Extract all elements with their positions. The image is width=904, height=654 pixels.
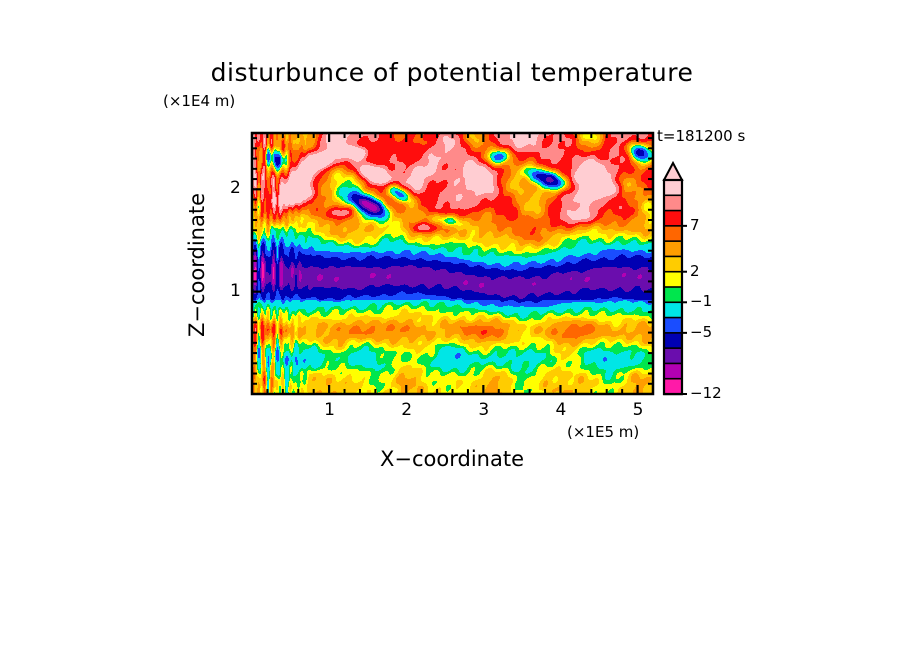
- axis-ticks: [252, 133, 653, 394]
- z-units-label: (×1E4 m): [163, 92, 236, 110]
- colorbar-tick-label: −1: [690, 292, 713, 311]
- page-title: disturbunce of potential temperature: [210, 58, 694, 87]
- colorbar-tick-label: 2: [690, 261, 700, 280]
- x-tick-label: 3: [478, 400, 490, 420]
- x-tick-label: 5: [632, 400, 644, 420]
- y-tick-label: 2: [230, 178, 241, 199]
- colorbar-tick-label: −12: [690, 384, 722, 402]
- colorbar-tick-label: 7: [690, 215, 700, 234]
- colorbar: [662, 160, 687, 396]
- y-tick-label: 1: [230, 280, 241, 301]
- x-tick-label: 4: [555, 400, 567, 420]
- x-units-label: (×1E5 m): [567, 423, 640, 441]
- x-tick-label: 2: [401, 400, 413, 420]
- colorbar-tick-label: −5: [690, 322, 713, 341]
- contour-field: [252, 133, 653, 394]
- x-tick-label: 1: [324, 400, 335, 420]
- x-axis-title: X−coordinate: [380, 447, 524, 471]
- timestamp-annotation: t=181200 s: [657, 127, 746, 145]
